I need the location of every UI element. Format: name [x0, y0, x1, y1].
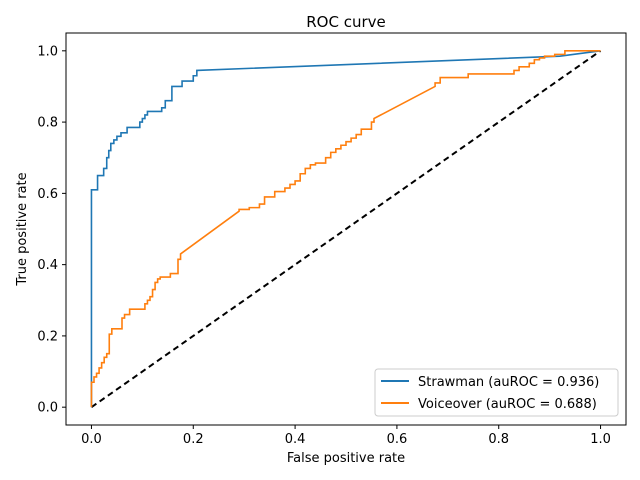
y-tick-label: 0.6 [37, 187, 58, 202]
x-tick-label: 0.8 [488, 432, 509, 447]
y-tick-label: 1.0 [37, 44, 58, 59]
legend-box [374, 368, 619, 417]
y-tick-label: 0.8 [37, 116, 58, 131]
series-line-voiceover [90, 50, 601, 408]
x-axis-label: False positive rate [287, 451, 405, 466]
legend: Strawman (auROC = 0.936) Voiceover (auRO… [374, 368, 619, 417]
y-tick-label: 0.4 [37, 258, 58, 273]
y-tick-label: 0.0 [37, 401, 58, 416]
y-axis-label: True positive rate [15, 172, 30, 286]
legend-label-strawman: Strawman (auROC = 0.936) [418, 375, 599, 390]
x-tick-label: 0.0 [81, 432, 102, 447]
chance-diagonal-line [90, 49, 602, 409]
plot-layer [90, 49, 602, 409]
y-tick-label: 0.2 [37, 329, 58, 344]
ticks-layer: 0.0 0.2 0.4 0.6 0.8 1.0 0.0 0.2 0.4 0.6 0.8 1.0 [37, 44, 611, 447]
legend-label-voiceover: Voiceover (auROC = 0.688) [418, 397, 597, 412]
series-line-strawman [90, 50, 601, 408]
chart-title: ROC curve [306, 13, 386, 31]
x-tick-label: 0.2 [183, 432, 204, 447]
x-tick-label: 0.6 [387, 432, 408, 447]
plot-frame [65, 32, 627, 426]
x-tick-label: 1.0 [590, 432, 611, 447]
x-tick-label: 0.4 [285, 432, 306, 447]
